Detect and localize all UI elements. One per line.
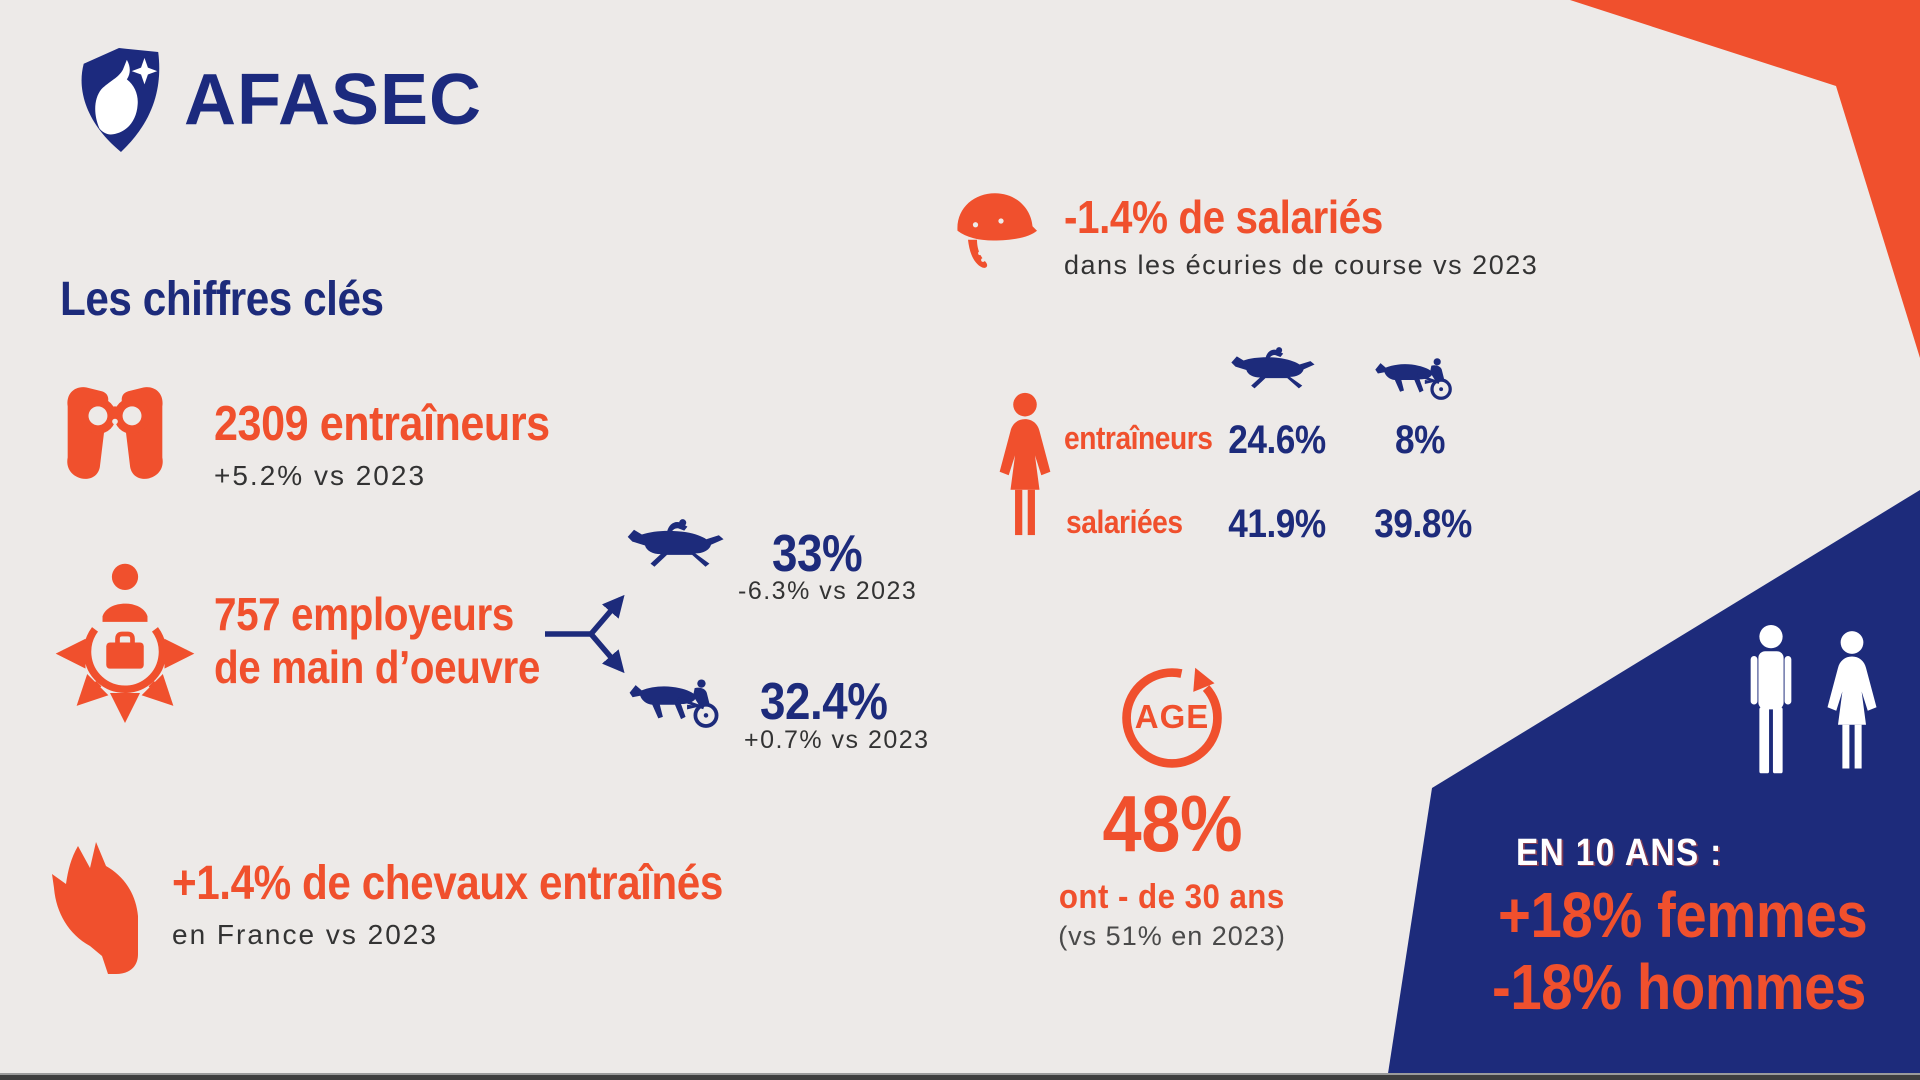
- employer-dispatch-icon: [50, 560, 200, 738]
- afasec-shield-horse-icon: [70, 42, 168, 158]
- trotting-sulky-icon: [628, 670, 728, 729]
- age-caption: ont - de 30 ans: [1059, 878, 1285, 916]
- staff-stat: -1.4% de salariés dans les écuries de co…: [1064, 190, 1538, 281]
- trot-share-value: 32.4%: [760, 673, 888, 731]
- age-stat: AGE 48% ont - de 30 ans (vs 51% en 2023): [1032, 660, 1312, 952]
- galloping-horse-icon: [626, 518, 730, 573]
- trot-share-sub: +0.7% vs 2023: [744, 726, 930, 754]
- trainers-headline: 2309 entraîneurs: [214, 397, 550, 451]
- table-cell-employees-gallop: 41.9%: [1228, 502, 1326, 546]
- logo: AFASEC: [70, 42, 482, 158]
- table-row-label-trainers: entraîneurs: [1064, 420, 1213, 456]
- decade-women-stat: +18% femmes: [1498, 879, 1868, 951]
- man-icon: [1740, 624, 1802, 783]
- table-cell-employees-trot: 39.8%: [1374, 502, 1472, 546]
- table-cell-trainers-gallop: 24.6%: [1228, 418, 1326, 462]
- decade-men-stat: -18% hommes: [1492, 951, 1866, 1023]
- trotting-sulky-column-icon: [1374, 350, 1460, 401]
- decade-title: EN 10 ANS :: [1516, 832, 1723, 874]
- age-value: 48%: [1102, 779, 1242, 868]
- employers-headline-line2: de main d’oeuvre: [214, 641, 540, 694]
- trainers-stat: 2309 entraîneurs +5.2% vs 2023: [214, 396, 596, 492]
- horses-trained-sub: en France vs 2023: [172, 919, 438, 950]
- age-note: (vs 51% en 2023): [1058, 921, 1286, 951]
- table-cell-trainers-trot: 8%: [1395, 418, 1445, 462]
- staff-sub: dans les écuries de course vs 2023: [1064, 250, 1539, 280]
- employers-headline-line1: 757 employeurs: [214, 588, 514, 640]
- horses-trained-stat: +1.4% de chevaux entraînés en France vs …: [172, 856, 798, 951]
- page-title: Les chiffres clés: [60, 273, 384, 326]
- blue-corner-shape: [1387, 490, 1920, 1080]
- horse-head-icon: [50, 834, 146, 974]
- table-row-label-employees: salariées: [1066, 504, 1183, 540]
- woman-pictogram-icon: [1824, 630, 1880, 788]
- gallop-share-sub: -6.3% vs 2023: [738, 577, 918, 605]
- age-badge: AGE: [1114, 660, 1230, 776]
- binoculars-icon: [56, 378, 174, 484]
- bottom-edge-bar: [0, 1073, 1920, 1080]
- brand-name: AFASEC: [184, 60, 483, 140]
- staff-headline: -1.4% de salariés: [1064, 191, 1383, 243]
- orange-corner-shape: [1570, 0, 1920, 358]
- trainers-sub: +5.2% vs 2023: [214, 460, 427, 491]
- age-badge-label: AGE: [1134, 698, 1210, 735]
- horses-trained-headline: +1.4% de chevaux entraînés: [172, 857, 723, 910]
- employers-stat: 757 employeurs de main d’oeuvre: [214, 588, 584, 695]
- galloping-horse-column-icon: [1230, 346, 1320, 394]
- riding-helmet-icon: [950, 184, 1040, 282]
- woman-icon: [996, 392, 1054, 555]
- gallop-share-value: 33%: [772, 525, 863, 583]
